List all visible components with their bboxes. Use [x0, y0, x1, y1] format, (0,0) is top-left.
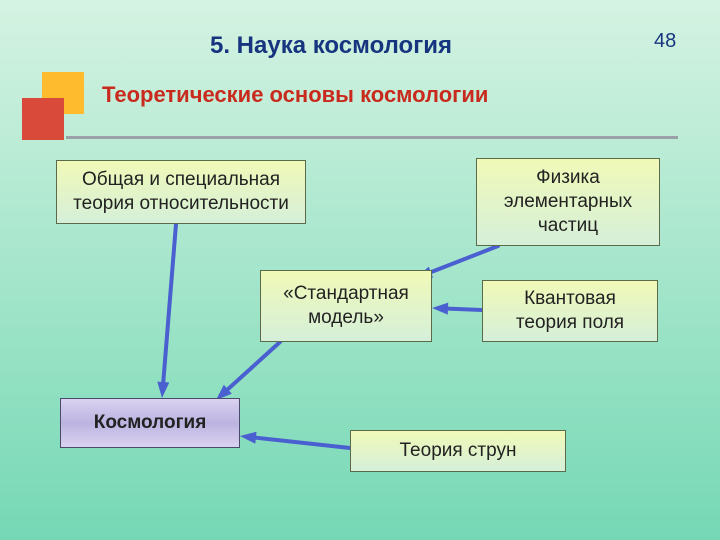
node-strings: Теория струн	[350, 430, 566, 472]
node-label: Физикаэлементарныхчастиц	[504, 166, 632, 237]
slide-subtitle: Теоретические основы космологии	[102, 82, 488, 108]
slide-title: 5. Наука космология	[210, 32, 452, 60]
node-label: Теория струн	[400, 439, 517, 463]
divider-line	[66, 136, 678, 139]
deco-square-red	[22, 98, 64, 140]
page-number: 48	[654, 30, 676, 53]
node-label: Квантоваятеория поля	[516, 287, 624, 335]
node-label: «Стандартнаямодель»	[283, 282, 409, 330]
node-qft: Квантоваятеория поля	[482, 280, 658, 342]
node-relativity: Общая и специальнаятеория относительност…	[56, 160, 306, 224]
node-cosmology: Космология	[60, 398, 240, 448]
node-standard: «Стандартнаямодель»	[260, 270, 432, 342]
node-label: Космология	[94, 411, 207, 435]
node-label: Общая и специальнаятеория относительност…	[73, 168, 289, 216]
node-particles: Физикаэлементарныхчастиц	[476, 158, 660, 246]
